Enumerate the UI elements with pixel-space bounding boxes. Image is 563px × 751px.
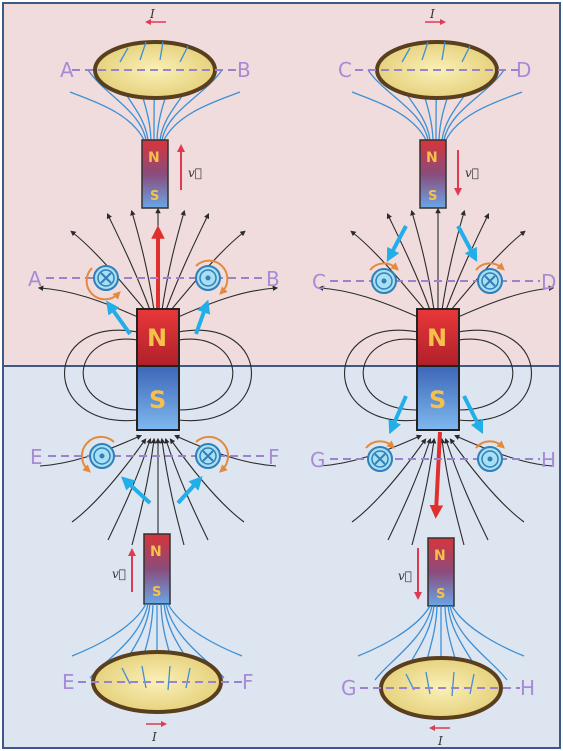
right-magnet-south-label: S: [429, 386, 446, 414]
force-arrow-b: [194, 299, 211, 335]
small-magnet-ab: [141, 139, 169, 209]
wire-b-cross-section: [195, 259, 229, 295]
wire-c-cross-section: [369, 262, 399, 294]
velocity-label-ef: v⃗: [112, 567, 126, 581]
left-magnet-north-label: N: [147, 324, 167, 352]
label-c-top: C: [338, 58, 352, 82]
right-magnet-field-lines: [317, 207, 555, 546]
small-magnet-gh: [427, 537, 455, 607]
force-arrow-g: [388, 395, 408, 435]
current-label-ef: I: [151, 730, 157, 744]
small-magnet-ef: [143, 533, 171, 605]
label-f-mid: F: [268, 445, 280, 469]
small-magnet-ab-south: S: [150, 189, 159, 204]
small-magnet-ab-north: N: [148, 150, 160, 166]
small-magnet-cd: [419, 139, 447, 209]
force-arrow-f: [176, 475, 203, 505]
wire-e-circulation: [80, 435, 115, 473]
small-magnet-cd-south: S: [428, 189, 437, 204]
wire-h-circulation: [475, 440, 505, 449]
right-magnet-velocity-arrow: [429, 431, 444, 519]
loop-cd-group: C D I N S v⃗: [338, 7, 531, 209]
label-b-mid: B: [266, 267, 280, 291]
force-arrow-a: [106, 300, 132, 336]
wire-g-cross-section: [365, 440, 395, 472]
left-magnet-south-half: [136, 365, 180, 431]
current-label-ab: I: [149, 7, 155, 21]
label-g-mid: G: [310, 448, 326, 472]
force-arrow-d: [456, 225, 478, 263]
wire-f-circulation: [195, 435, 230, 473]
label-h-bottom: H: [520, 676, 535, 700]
current-label-gh: I: [437, 734, 443, 748]
label-e-bottom: E: [62, 670, 75, 694]
right-magnet-north-half: [416, 308, 460, 367]
label-a-top: A: [60, 58, 74, 82]
label-b-top: B: [237, 58, 251, 82]
small-magnet-gh-south: S: [436, 587, 445, 602]
small-magnet-cd-north: N: [426, 150, 438, 166]
velocity-label-gh: v⃗: [398, 569, 412, 583]
velocity-label-ab: v⃗: [188, 166, 202, 180]
loop-ef-group: N S v⃗ E F I: [62, 533, 254, 744]
small-magnet-gh-north: N: [434, 548, 446, 564]
wire-d-circulation: [475, 262, 505, 271]
wire-a-cross-section: [85, 265, 121, 301]
label-g-bottom: G: [341, 676, 357, 700]
force-arrow-c: [386, 225, 408, 263]
loop-gh-group: N S v⃗ G H I: [341, 537, 535, 748]
wire-c-circulation: [369, 262, 399, 271]
label-e-mid: E: [30, 445, 43, 469]
wire-f-cross-section: [195, 435, 230, 473]
left-central-magnet-group: N S A B E F: [28, 207, 280, 549]
label-d-top: D: [516, 58, 531, 82]
left-magnet-south-label: S: [149, 386, 166, 414]
right-magnet-south-half: [416, 365, 460, 431]
label-a-mid: A: [28, 267, 42, 291]
force-arrow-h: [462, 395, 484, 435]
current-label-cd: I: [429, 7, 435, 21]
right-magnet-north-label: N: [427, 324, 447, 352]
velocity-label-cd: v⃗: [465, 166, 479, 180]
wire-b-circulation: [195, 259, 229, 295]
force-arrow-e: [120, 476, 152, 505]
label-d-mid: D: [541, 270, 556, 294]
left-magnet-north-half: [136, 308, 180, 367]
label-f-bottom: F: [242, 670, 254, 694]
loop-ab-group: A B I N S v⃗: [60, 7, 251, 209]
wire-g-circulation: [365, 440, 395, 449]
wire-a-circulation: [85, 267, 121, 301]
wire-h-cross-section: [475, 440, 505, 472]
label-c-mid: C: [312, 270, 326, 294]
small-magnet-ef-south: S: [152, 585, 161, 600]
wire-e-cross-section: [80, 435, 115, 473]
wire-d-cross-section: [475, 262, 505, 294]
small-magnet-ef-north: N: [150, 544, 162, 560]
right-central-magnet-group: N S C D G H: [310, 207, 556, 546]
label-h-mid: H: [541, 448, 556, 472]
